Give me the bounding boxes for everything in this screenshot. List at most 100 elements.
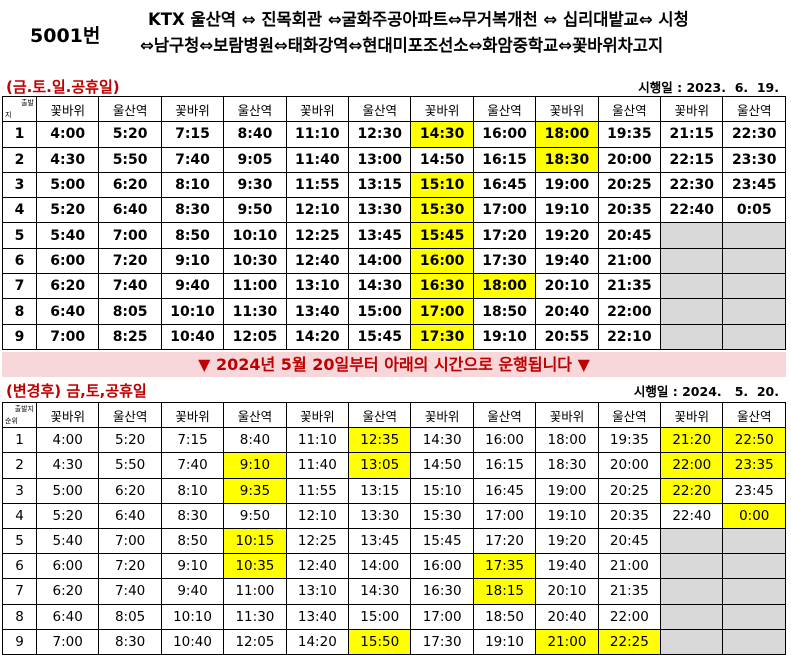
column-header: 울산역 bbox=[223, 401, 287, 429]
header-row: 출발지 순위 꽃바위 울산역 꽃바위 울산역 꽃바위 울산역 꽃바위 울산역 꽃바위 울산역 꽃바위… bbox=[2, 401, 786, 429]
time-cell: 7:20 bbox=[98, 247, 162, 275]
time-cell bbox=[660, 628, 724, 655]
time-cell: 14:50 bbox=[410, 146, 474, 173]
time-cell: 13:15 bbox=[348, 171, 412, 199]
header-row: 출발 지 꽃바위 울산역 꽃바위 울산역 꽃바위 울산역 꽃바위 울산역 꽃바위 울산역 꽃바위 울산… bbox=[2, 95, 786, 123]
time-cell: 23:35 bbox=[722, 452, 786, 479]
time-cell: 6:20 bbox=[98, 477, 162, 504]
stops-line-2: ⇔남구청⇔보람병원⇔태화강역⇔현대미포조선소⇔화암중학교⇔꽃바위차고지 bbox=[140, 36, 664, 55]
time-cell: 20:45 bbox=[597, 527, 662, 555]
time-cell: 4:00 bbox=[35, 121, 100, 148]
row-number: 1 bbox=[2, 121, 37, 148]
time-cell: 17:00 bbox=[472, 502, 537, 529]
column-header: 꽃바위 bbox=[35, 95, 100, 123]
time-cell: 14:30 bbox=[348, 273, 412, 300]
time-cell: 11:30 bbox=[223, 603, 287, 630]
corner-cell: 출발지 순위 bbox=[2, 401, 37, 429]
time-cell: 13:15 bbox=[348, 477, 412, 504]
time-cell: 22:00 bbox=[597, 603, 662, 630]
time-cell: 20:35 bbox=[597, 502, 662, 529]
table-row: 5 5:40 7:00 8:50 10:10 12:25 13:45 15:45 17:20 19… bbox=[2, 222, 786, 249]
notice-banner: ▼ 2024년 5월 20일부터 아래의 시간으로 운행됩니다 ▼ bbox=[2, 352, 786, 377]
time-cell: 23:45 bbox=[722, 171, 786, 199]
time-cell: 16:00 bbox=[472, 427, 537, 454]
time-cell: 16:30 bbox=[410, 273, 474, 300]
time-cell: 21:00 bbox=[535, 628, 599, 655]
table-row: 3 5:00 6:20 8:10 9:35 11:55 13:15 15:10 16:45 19:… bbox=[2, 477, 786, 504]
time-cell: 21:00 bbox=[597, 553, 662, 580]
time-cell: 16:15 bbox=[472, 146, 537, 173]
time-cell: 19:10 bbox=[535, 197, 599, 224]
time-cell: 10:15 bbox=[223, 527, 287, 555]
time-cell bbox=[722, 527, 786, 555]
time-cell: 8:05 bbox=[98, 298, 162, 325]
column-header: 울산역 bbox=[348, 401, 412, 429]
time-cell: 19:20 bbox=[535, 527, 599, 555]
time-cell: 13:45 bbox=[348, 527, 412, 555]
time-cell: 6:00 bbox=[35, 247, 100, 275]
time-cell: 7:40 bbox=[160, 452, 225, 479]
column-header: 꽃바위 bbox=[160, 95, 225, 123]
column-header: 울산역 bbox=[348, 95, 412, 123]
time-cell: 6:20 bbox=[35, 578, 100, 605]
time-cell: 12:40 bbox=[285, 553, 350, 580]
time-cell: 5:40 bbox=[35, 222, 100, 249]
table-row: 1 4:00 5:20 7:15 8:40 11:10 12:30 14:30 16:00 18:… bbox=[2, 121, 786, 148]
time-cell: 14:30 bbox=[410, 121, 474, 148]
time-cell: 19:10 bbox=[472, 628, 537, 655]
time-cell bbox=[722, 273, 786, 300]
table-row: 6 6:00 7:20 9:10 10:35 12:40 14:00 16:00 17:35 19… bbox=[2, 553, 786, 580]
time-cell: 7:00 bbox=[35, 323, 100, 350]
row-number: 3 bbox=[2, 477, 37, 504]
time-cell bbox=[722, 298, 786, 325]
column-header: 울산역 bbox=[472, 95, 537, 123]
time-cell: 15:30 bbox=[410, 197, 474, 224]
time-cell: 4:00 bbox=[35, 427, 100, 454]
time-cell: 20:00 bbox=[597, 452, 662, 479]
row-number: 8 bbox=[2, 603, 37, 630]
time-cell: 8:30 bbox=[160, 197, 225, 224]
corner-bottom: 순위 bbox=[5, 417, 18, 426]
time-cell: 23:30 bbox=[722, 146, 786, 173]
time-cell: 5:00 bbox=[35, 477, 100, 504]
time-cell: 13:30 bbox=[348, 197, 412, 224]
time-cell: 22:40 bbox=[660, 502, 724, 529]
time-cell: 4:30 bbox=[35, 146, 100, 173]
row-number: 9 bbox=[2, 323, 37, 350]
time-cell: 16:30 bbox=[410, 578, 474, 605]
time-cell: 21:20 bbox=[660, 427, 724, 454]
time-cell: 17:00 bbox=[410, 603, 474, 630]
row-number: 6 bbox=[2, 247, 37, 275]
time-cell: 7:40 bbox=[98, 273, 162, 300]
time-cell: 16:00 bbox=[410, 247, 474, 275]
table-row: 7 6:20 7:40 9:40 11:00 13:10 14:30 16:30 18:15 20… bbox=[2, 578, 786, 605]
time-cell: 12:10 bbox=[285, 502, 350, 529]
time-cell: 0:05 bbox=[722, 197, 786, 224]
time-cell: 13:10 bbox=[285, 273, 350, 300]
time-cell: 13:40 bbox=[285, 603, 350, 630]
time-cell: 11:40 bbox=[285, 452, 350, 479]
row-number: 6 bbox=[2, 553, 37, 580]
time-cell: 6:20 bbox=[98, 171, 162, 199]
time-cell: 9:10 bbox=[160, 553, 225, 580]
column-header: 울산역 bbox=[223, 95, 287, 123]
time-cell: 18:30 bbox=[535, 452, 599, 479]
time-cell: 10:10 bbox=[160, 603, 225, 630]
time-cell: 15:45 bbox=[410, 527, 474, 555]
time-cell: 14:00 bbox=[348, 247, 412, 275]
time-cell: 5:40 bbox=[35, 527, 100, 555]
time-cell: 16:15 bbox=[472, 452, 537, 479]
time-cell: 11:55 bbox=[285, 171, 350, 199]
time-cell: 19:10 bbox=[472, 323, 537, 350]
corner-top: 출발지 bbox=[14, 405, 34, 413]
time-cell: 22:30 bbox=[722, 121, 786, 148]
table-row: 5 5:40 7:00 8:50 10:15 12:25 13:45 15:45 17:20 19… bbox=[2, 527, 786, 555]
row-number: 8 bbox=[2, 298, 37, 325]
time-cell: 19:35 bbox=[597, 121, 662, 148]
column-header: 울산역 bbox=[98, 401, 162, 429]
time-cell: 14:20 bbox=[285, 323, 350, 350]
time-cell bbox=[660, 527, 724, 555]
corner-cell: 출발 지 bbox=[2, 95, 37, 123]
row-number: 2 bbox=[2, 452, 37, 479]
time-cell: 12:40 bbox=[285, 247, 350, 275]
